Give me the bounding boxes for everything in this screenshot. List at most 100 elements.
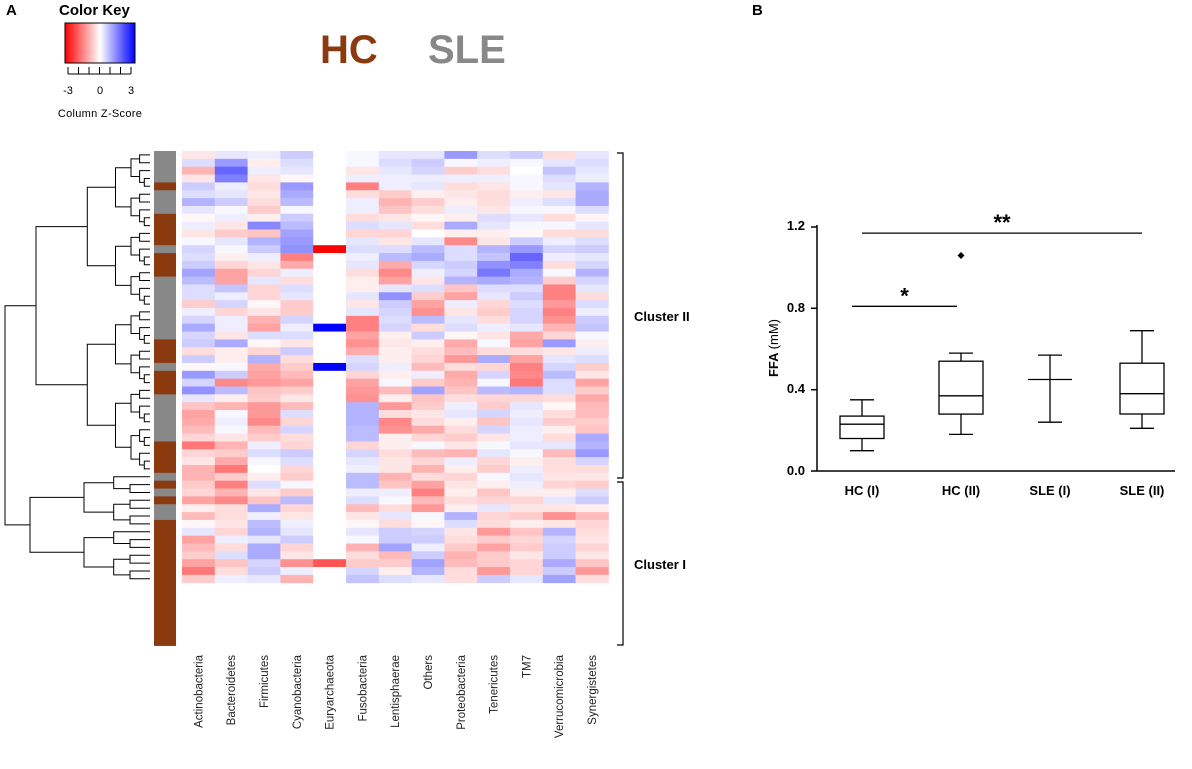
group-sidebar-cell (154, 637, 176, 646)
dendrogram-link (139, 311, 150, 321)
heatmap-cell (575, 402, 609, 411)
heatmap-cell (411, 425, 445, 434)
heatmap-cell (510, 535, 544, 544)
heatmap-cell (542, 433, 576, 442)
heatmap-cell (477, 308, 511, 317)
dendrogram-link (139, 389, 150, 399)
heatmap-cell (214, 386, 248, 395)
heatmap-cell (411, 339, 445, 348)
dendrogram-root (4, 305, 36, 526)
heatmap-cell (214, 457, 248, 466)
heatmap-cell (411, 480, 445, 489)
heatmap-cell (346, 355, 380, 364)
heatmap-cell (575, 339, 609, 348)
heatmap-cell (182, 158, 216, 168)
heatmap-cell (575, 315, 609, 325)
heatmap-cell (510, 355, 544, 364)
heatmap-cell (378, 182, 412, 191)
heatmap-cell (247, 331, 281, 340)
heatmap-cells (182, 151, 609, 584)
heatmap-cell (411, 519, 445, 529)
heatmap-cell (510, 527, 544, 537)
heatmap-cell (182, 151, 216, 160)
heatmap-cell (542, 488, 576, 497)
column-label: Proteobacteria (456, 654, 468, 729)
heatmap-cell (575, 260, 609, 270)
cluster-brackets: Cluster II Cluster I (617, 152, 690, 646)
group-sidebar-cell (154, 543, 176, 552)
dendrogram-link (130, 197, 140, 217)
heatmap-cell (346, 457, 380, 466)
heatmap-cell (280, 253, 314, 262)
group-sidebar-cell (154, 221, 176, 230)
heatmap-cell (542, 402, 576, 411)
group-sidebar-cell (154, 213, 176, 223)
heatmap-cell (411, 331, 445, 340)
heatmap-cell (477, 559, 511, 568)
heatmap-cell (411, 308, 445, 317)
heatmap-cell (510, 229, 544, 238)
group-sidebar-cell (154, 449, 176, 458)
heatmap-cell (280, 457, 314, 466)
heatmap-cell (182, 504, 216, 513)
heatmap-cell (444, 543, 478, 552)
heatmap-cell (247, 472, 281, 482)
heatmap-cell (411, 205, 445, 215)
heatmap-cell (510, 323, 544, 332)
heatmap-cell (542, 158, 576, 168)
heatmap-cell (378, 174, 412, 183)
heatmap-cell (247, 190, 281, 199)
heatmap-cell (182, 213, 216, 223)
heatmap-cell (477, 480, 511, 489)
heatmap-cell (542, 151, 576, 160)
heatmap-cell (280, 535, 314, 544)
heatmap-cell (542, 276, 576, 285)
heatmap-cell (477, 205, 511, 215)
heatmap-cell (542, 449, 576, 458)
heatmap-cell (477, 284, 511, 293)
heatmap-cell (542, 198, 576, 207)
group-sidebar-cell (154, 417, 176, 427)
heatmap-cell (477, 449, 511, 458)
heatmap-cell (444, 245, 478, 254)
heatmap-cell (477, 245, 511, 254)
heatmap-cell (575, 355, 609, 364)
heatmap-cell (510, 378, 544, 387)
heatmap-cell (182, 174, 216, 183)
heatmap-cell (247, 268, 281, 277)
dendrogram-link (129, 539, 150, 548)
dendrogram-link (115, 245, 132, 286)
heatmap-cell (378, 496, 412, 505)
dendrogram-link (143, 178, 150, 187)
heatmap-cell (313, 543, 347, 552)
heatmap-cell (346, 465, 380, 474)
group-sidebar-cell (154, 480, 176, 489)
heatmap-cell (313, 260, 347, 270)
heatmap-cell (575, 370, 609, 380)
heatmap-cell (214, 339, 248, 348)
heatmap-cell (444, 229, 478, 238)
heatmap-cell (477, 488, 511, 497)
heatmap-cell (214, 221, 248, 230)
heatmap-cell (542, 465, 576, 474)
heatmap-cell (510, 198, 544, 207)
heatmap-cell (280, 472, 314, 482)
heatmap-cell (477, 315, 511, 325)
heatmap-cell (575, 465, 609, 474)
heatmap-cell (444, 574, 478, 584)
heatmap-cell (346, 543, 380, 552)
heatmap-cell (247, 394, 281, 403)
cluster-i-bracket (617, 481, 624, 646)
heatmap-cell (444, 535, 478, 544)
heatmap-cell (313, 551, 347, 560)
boxplot: 0.0 0.4 0.8 1.2 FFA (mM) HC (I) HC (II) … (766, 210, 1175, 498)
heatmap-cell (247, 237, 281, 246)
heatmap-cell (214, 182, 248, 191)
heatmap-cell (575, 410, 609, 419)
heatmap-cell (575, 488, 609, 497)
heatmap-cell (477, 465, 511, 474)
panel-label-a: A (6, 2, 17, 19)
heatmap-cell (378, 221, 412, 230)
heatmap-cell (542, 339, 576, 348)
